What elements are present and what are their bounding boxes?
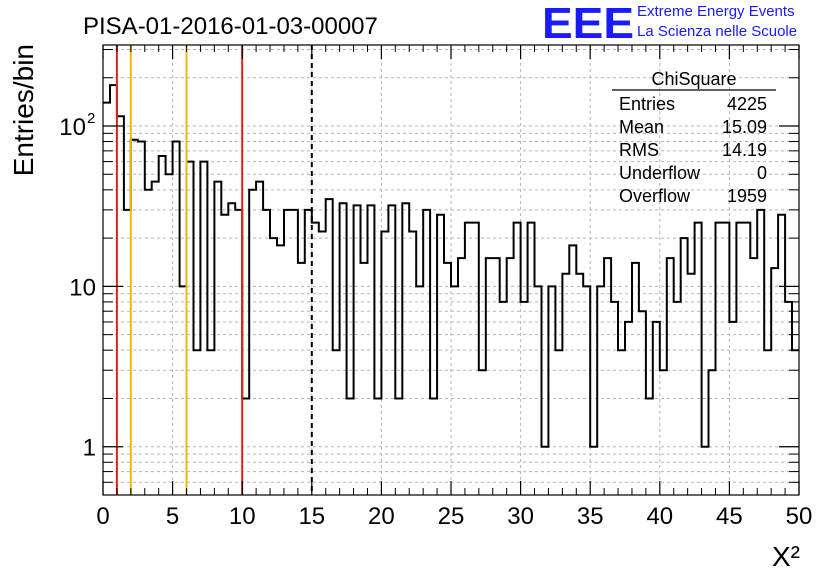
x-tick-label: 5 [166,503,179,530]
x-tick-label: 50 [786,503,813,530]
x-tick-label: 40 [646,503,673,530]
eee-logo: EEE [542,2,634,42]
stats-label-mean: Mean [619,117,664,137]
y-tick-label: 10 [69,274,96,301]
histogram-series [103,84,799,448]
x-axis-label: X² [772,541,800,572]
org-name-line2: La Scienza nelle Scuole [637,23,798,40]
stats-value-overflow: 1959 [727,186,767,206]
org-name-line1: Extreme Energy Events [637,3,795,20]
stats-label-entries: Entries [619,94,675,114]
x-tick-label: 10 [229,503,256,530]
stats-box: ChiSquare Entries 4225 Mean 15.09 RMS 14… [612,69,776,206]
grid-lines [103,45,799,495]
threshold-markers [115,45,313,495]
x-tick-label: 15 [298,503,325,530]
x-tick-label: 45 [716,503,743,530]
y-tick-label: 10 [59,114,86,141]
org-name: Extreme Energy Events La Scienza nelle S… [637,2,797,42]
stats-value-underflow: 0 [757,163,767,183]
x-tick-label: 20 [368,503,395,530]
x-tick-label: 0 [96,503,109,530]
stats-value-entries: 4225 [727,94,767,114]
stats-label-underflow: Underflow [619,163,701,183]
eee-logo-letters: EEE [542,2,634,42]
y-tick-exponent: 2 [87,110,95,127]
stats-value-mean: 15.09 [722,117,767,137]
stats-title: ChiSquare [651,69,736,89]
stats-label-overflow: Overflow [619,186,691,206]
stats-value-rms: 14.19 [722,140,767,160]
x-tick-label: 30 [507,503,534,530]
y-tick-label: 1 [83,435,96,462]
y-axis-label: Entries/bin [8,44,39,176]
stats-label-rms: RMS [619,140,659,160]
x-tick-label: 35 [577,503,604,530]
run-title: PISA-01-2016-01-03-00007 [83,13,378,40]
x-tick-label: 25 [438,503,465,530]
